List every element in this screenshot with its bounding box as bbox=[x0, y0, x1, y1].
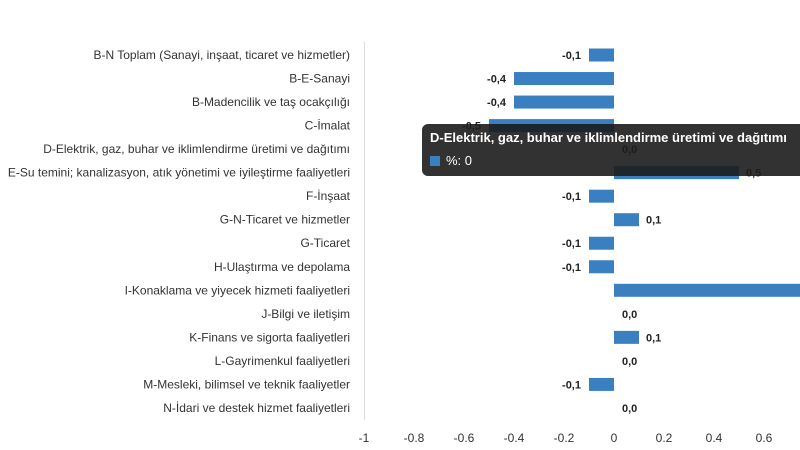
tooltip-series-swatch bbox=[430, 155, 440, 166]
data-label: 0,0 bbox=[622, 403, 637, 415]
x-tick-label: -0.6 bbox=[454, 431, 475, 445]
category-label: I-Konaklama ve yiyecek hizmeti faaliyetl… bbox=[125, 283, 350, 297]
tooltip-row: %: 0 bbox=[430, 153, 800, 168]
bar[interactable] bbox=[514, 72, 614, 86]
category-label: L-Gayrimenkul faaliyetleri bbox=[215, 354, 350, 368]
bar[interactable] bbox=[589, 377, 614, 391]
category-label: G-Ticaret bbox=[300, 236, 350, 250]
x-tick-label: -0.4 bbox=[504, 431, 525, 445]
category-label: B-E-Sanayi bbox=[289, 72, 350, 86]
x-tick-label: -1 bbox=[359, 431, 370, 445]
data-label: 0,0 bbox=[622, 309, 637, 321]
x-tick-label: 0 bbox=[611, 431, 618, 445]
bar[interactable] bbox=[589, 48, 614, 62]
x-tick-label: 0.2 bbox=[656, 431, 673, 445]
data-label: -0,1 bbox=[562, 379, 581, 391]
category-label: B-Madencilik ve taş ocakçılığı bbox=[192, 95, 350, 109]
x-axis-ticks: -1 -0.8 -0.6 -0.4 -0.2 0 0.2 0.4 0.6 bbox=[359, 431, 773, 445]
bar[interactable] bbox=[514, 95, 614, 109]
data-label: 0,0 bbox=[622, 356, 637, 368]
x-tick-label: 0.6 bbox=[756, 431, 773, 445]
bar[interactable] bbox=[614, 330, 639, 344]
category-label: N-İdari ve destek hizmet faaliyetleri bbox=[163, 401, 350, 415]
bar[interactable] bbox=[589, 260, 614, 274]
category-label: C-İmalat bbox=[305, 119, 351, 133]
bar[interactable] bbox=[589, 189, 614, 203]
category-label: H-Ulaştırma ve depolama bbox=[214, 260, 350, 274]
category-label: F-İnşaat bbox=[306, 189, 351, 203]
x-tick-label: 0.4 bbox=[706, 431, 723, 445]
data-label: -0,4 bbox=[487, 97, 507, 109]
category-label: E-Su temini; kanalizasyon, atık yönetimi… bbox=[8, 166, 350, 180]
tooltip-series-value: %: 0 bbox=[446, 153, 473, 168]
category-label: G-N-Ticaret ve hizmetler bbox=[220, 213, 350, 227]
data-label: 0,1 bbox=[646, 332, 661, 344]
bar[interactable] bbox=[614, 213, 639, 227]
category-label: K-Finans ve sigorta faaliyetleri bbox=[189, 330, 350, 344]
category-label: J-Bilgi ve iletişim bbox=[261, 307, 350, 321]
data-label: -0,4 bbox=[487, 74, 507, 86]
bars bbox=[489, 48, 800, 391]
chart-tooltip: D-Elektrik, gaz, buhar ve iklimlendirme … bbox=[422, 124, 800, 176]
category-labels: B-N Toplam (Sanayi, inşaat, ticaret ve h… bbox=[8, 48, 351, 415]
category-label: B-N Toplam (Sanayi, inşaat, ticaret ve h… bbox=[93, 48, 350, 62]
x-tick-label: -0.2 bbox=[554, 431, 575, 445]
x-tick-label: -0.8 bbox=[404, 431, 425, 445]
data-label: -0,1 bbox=[562, 262, 581, 274]
bar[interactable] bbox=[589, 236, 614, 250]
category-label: M-Mesleki, bilimsel ve teknik faaliyetle… bbox=[143, 377, 350, 391]
data-label: -0,1 bbox=[562, 50, 581, 62]
bar[interactable] bbox=[614, 283, 800, 297]
data-label: -0,1 bbox=[562, 238, 581, 250]
tooltip-title: D-Elektrik, gaz, buhar ve iklimlendirme … bbox=[430, 130, 787, 145]
data-label: 0,1 bbox=[646, 215, 661, 227]
category-label: D-Elektrik, gaz, buhar ve iklimlendirme … bbox=[43, 142, 350, 156]
data-label: -0,1 bbox=[562, 191, 581, 203]
